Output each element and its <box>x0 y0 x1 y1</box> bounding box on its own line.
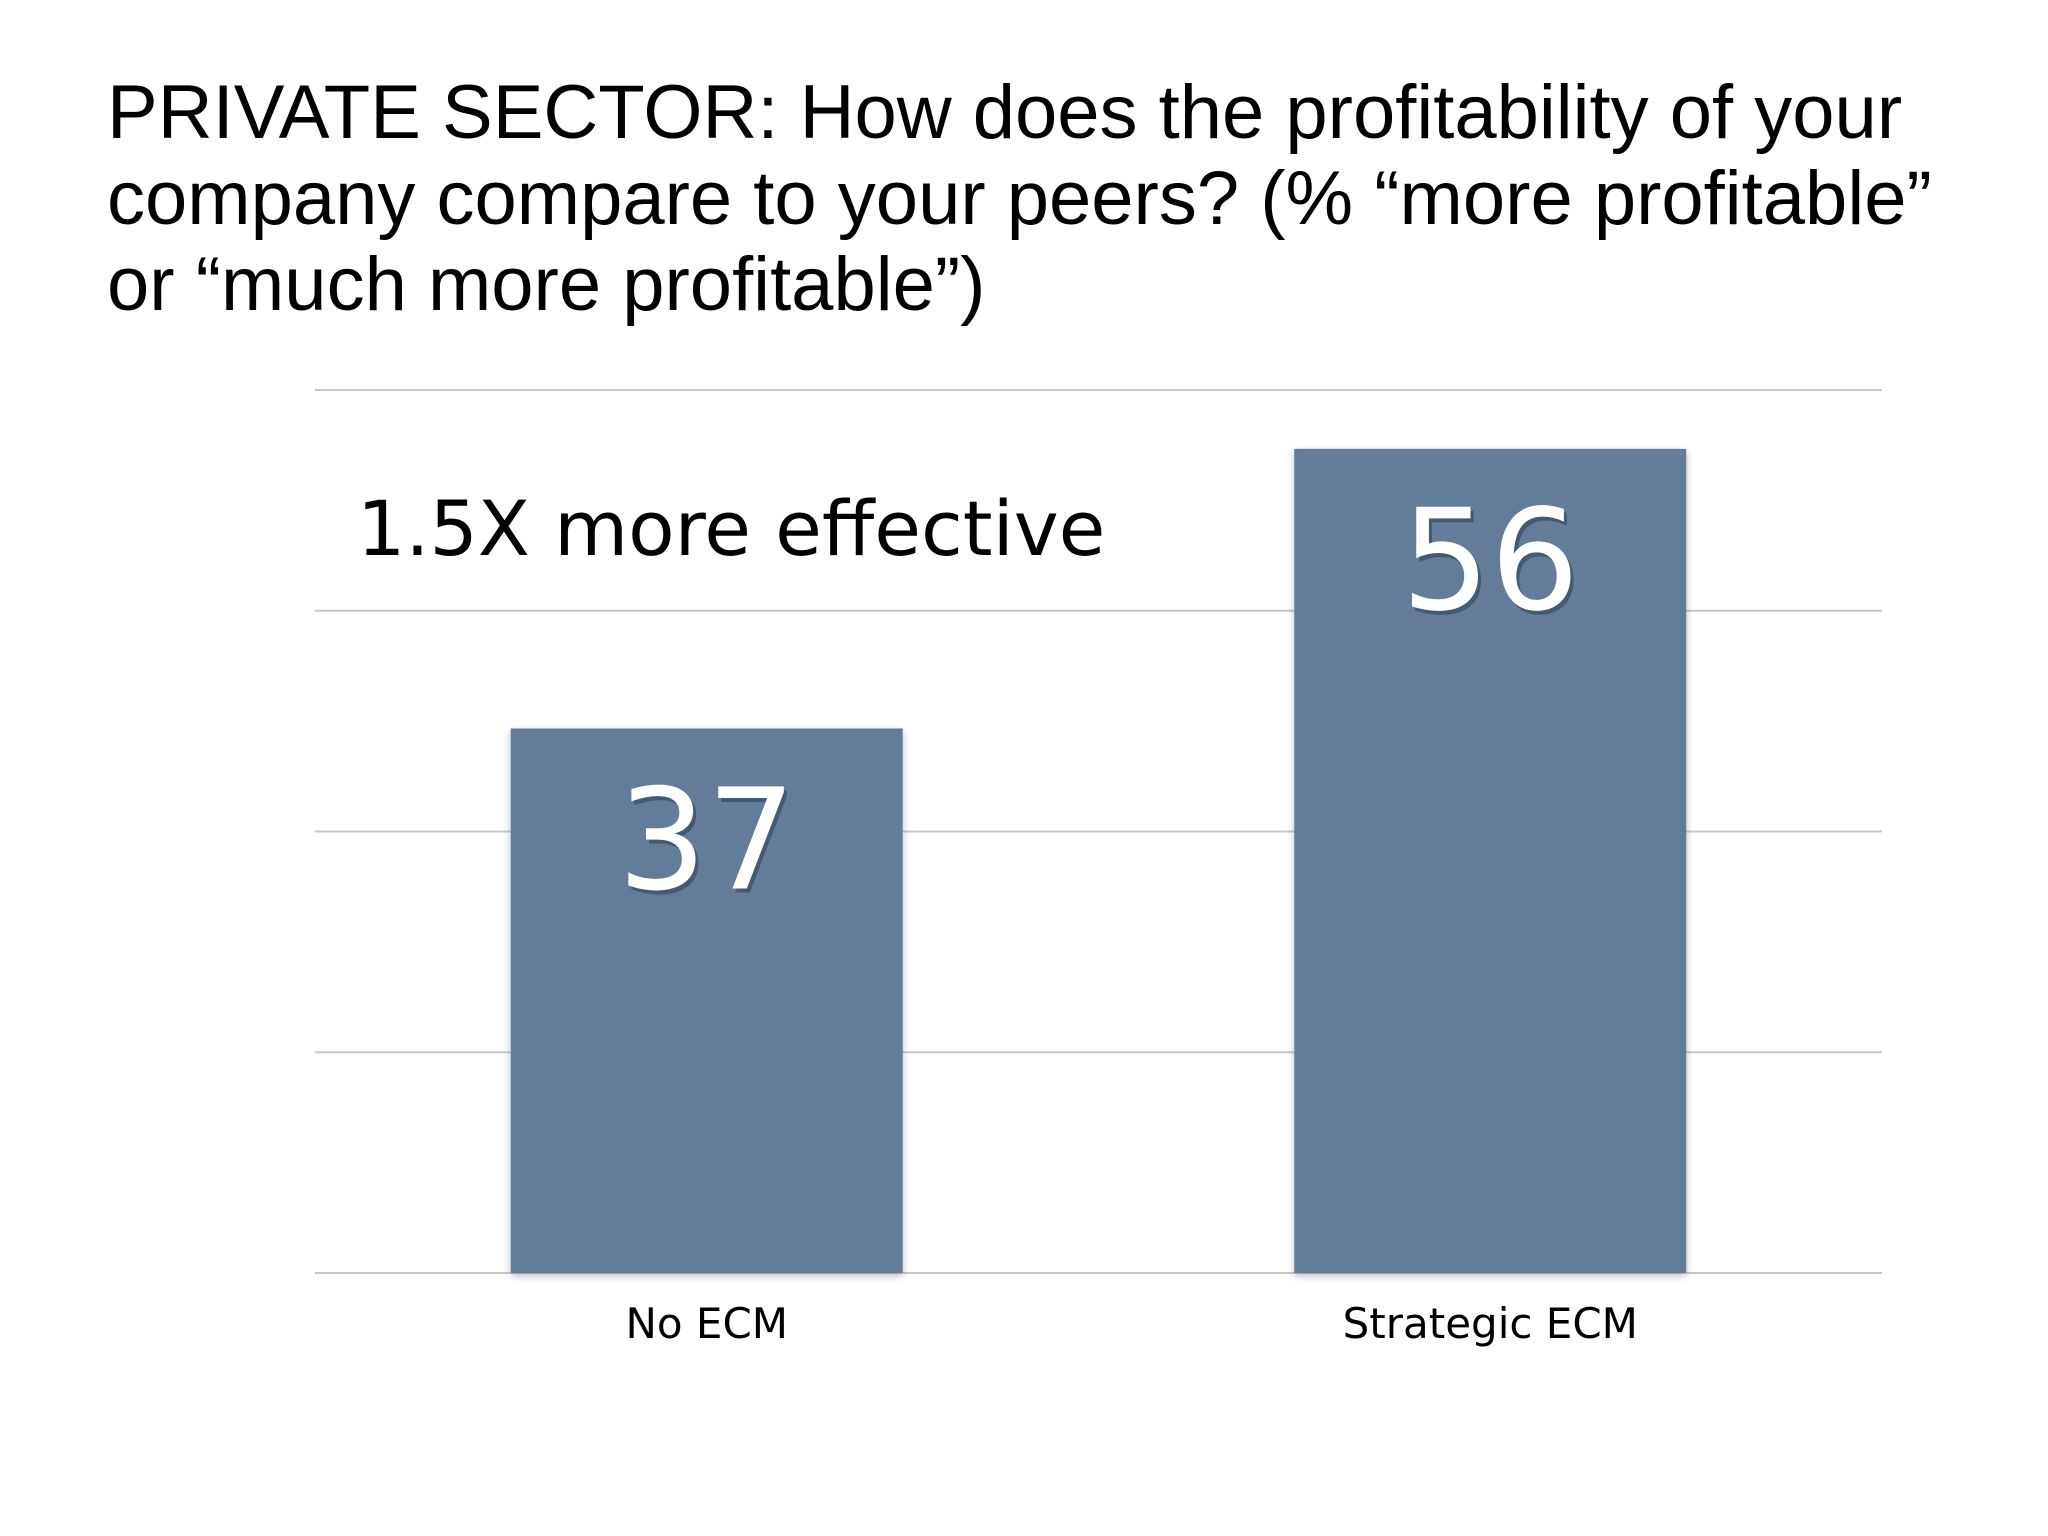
bar-strategic-ecm <box>1294 448 1687 1273</box>
category-label-0: No ECM <box>625 1299 788 1348</box>
chart-title-line-1: PRIVATE SECTOR: How does the profitabili… <box>107 70 1903 155</box>
bars <box>510 448 1687 1273</box>
chart-title-line-3: or “much more profitable”) <box>107 242 986 327</box>
bar-no-ecm <box>510 728 903 1273</box>
chart-title: PRIVATE SECTOR: How does the profitabili… <box>107 70 1967 328</box>
value-label-shadow-1: 56 <box>1404 484 1582 647</box>
annotation-text: 1.5X more effective <box>357 484 1105 573</box>
value-label-shadow-0: 37 <box>621 763 799 926</box>
category-label-1: Strategic ECM <box>1343 1299 1638 1348</box>
chart-title-line-2: company compare to your peers? (% “more … <box>107 156 1932 241</box>
value-label-1: 56 <box>1401 480 1579 643</box>
value-label-0: 37 <box>618 759 796 922</box>
